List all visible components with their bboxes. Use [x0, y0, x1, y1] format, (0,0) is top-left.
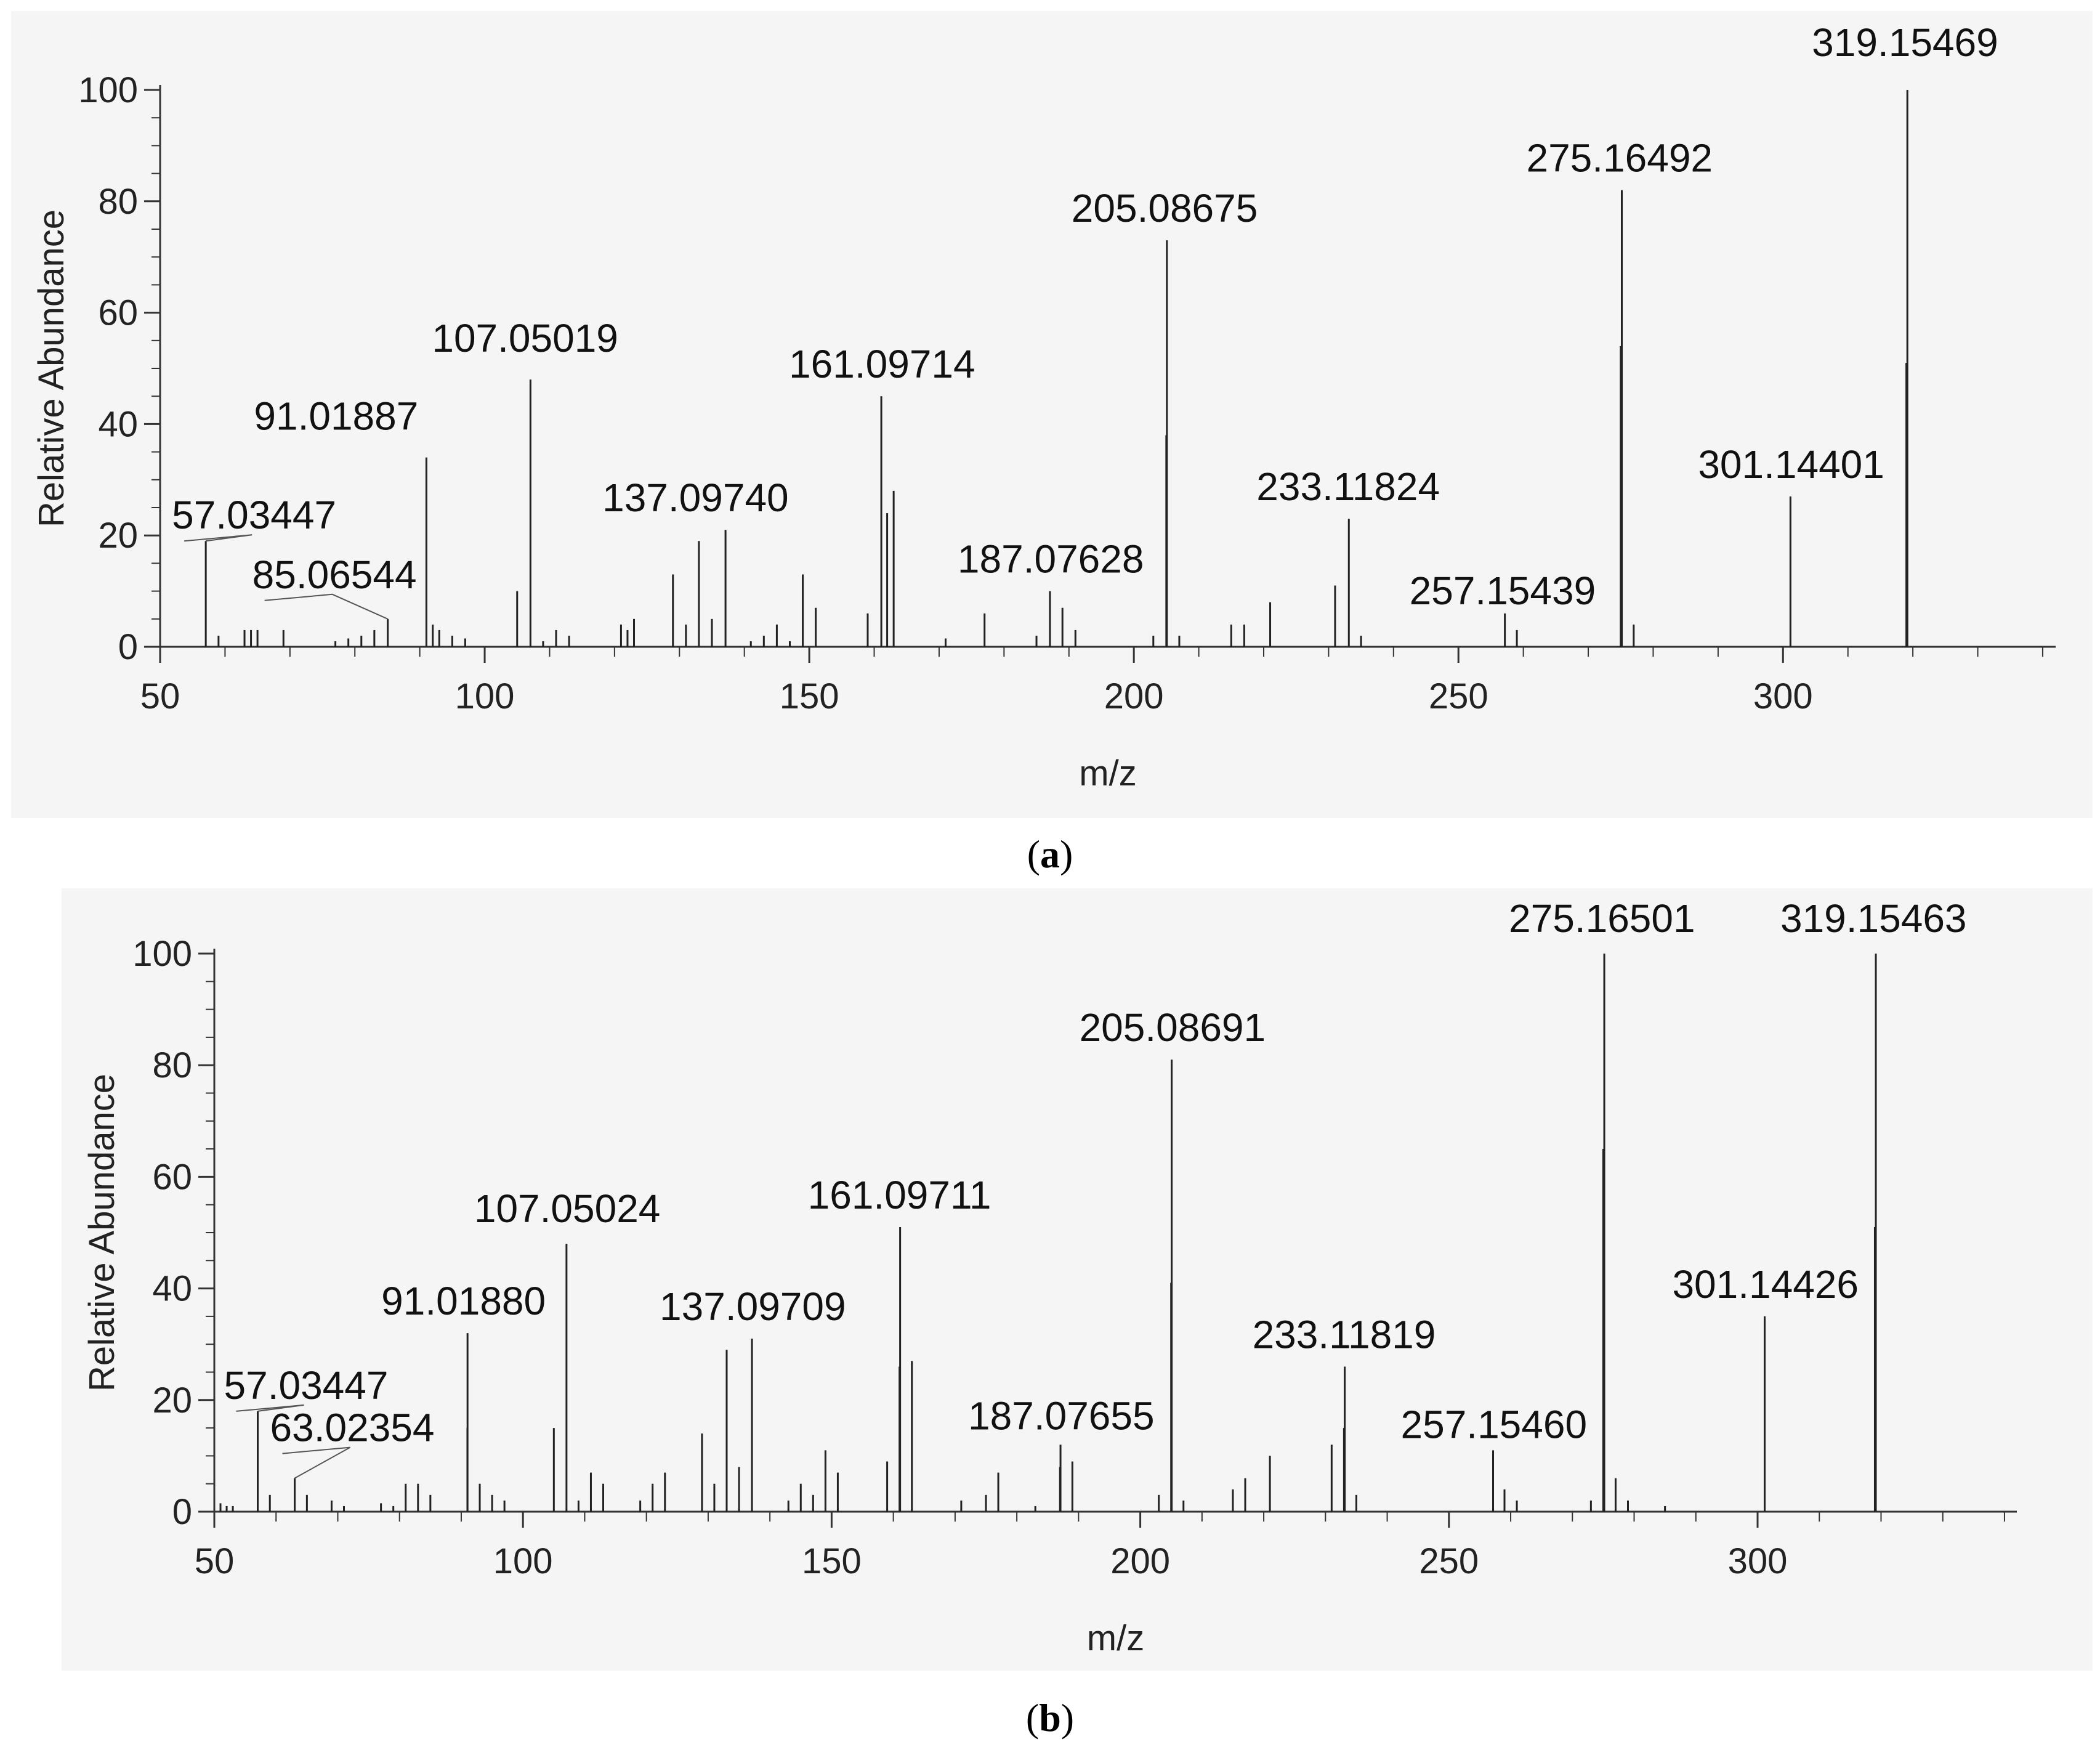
- peak-label: 57.03447: [224, 1363, 389, 1408]
- spectrum-chart-a: 0 20 40 60 80 100 50 100 150 200 250 300 m/z Relative…: [31, 20, 2056, 793]
- peak-label: 91.01880: [381, 1279, 546, 1323]
- panel-label-b: b: [1039, 1696, 1061, 1740]
- y-tick-label: 100: [132, 934, 192, 974]
- x-tick-label: 100: [455, 676, 515, 716]
- peak-label: 63.02354: [270, 1406, 435, 1450]
- peak-label: 107.05024: [474, 1186, 661, 1231]
- peak-leader-line: [236, 1404, 304, 1412]
- peak-label: 85.06544: [252, 553, 417, 597]
- y-tick-label: 80: [98, 182, 138, 222]
- panel-caption-b: (b): [1025, 1696, 1075, 1740]
- peak-label: 257.15439: [1410, 569, 1596, 613]
- x-tick-label: 200: [1110, 1541, 1170, 1581]
- peak-label: 319.15469: [1812, 20, 1998, 65]
- peak-leader-line: [282, 1446, 351, 1479]
- y-tick-label: 40: [152, 1269, 192, 1309]
- y-tick-label: 0: [172, 1492, 192, 1532]
- peak-label: 205.08691: [1080, 1005, 1266, 1050]
- peak-label: 137.09740: [602, 476, 789, 520]
- y-tick-label: 20: [98, 516, 138, 556]
- peak-label: 187.07628: [958, 537, 1144, 582]
- y-axis-label: Relative Abundance: [82, 1074, 122, 1392]
- x-axis-label: m/z: [1087, 1618, 1144, 1658]
- x-axis-label: m/z: [1079, 753, 1136, 793]
- x-tick-label: 100: [493, 1541, 553, 1581]
- peak-label: 319.15463: [1780, 896, 1967, 941]
- peak-label: 161.09711: [808, 1173, 991, 1217]
- y-tick-label: 60: [98, 293, 138, 333]
- peak-label: 257.15460: [1401, 1402, 1588, 1446]
- peak-label: 233.11824: [1256, 464, 1440, 509]
- panel-label-a: a: [1040, 832, 1060, 876]
- x-tick-label: 250: [1429, 676, 1488, 716]
- peak-label: 107.05019: [432, 316, 618, 360]
- peak-label: 137.09709: [660, 1284, 846, 1329]
- y-tick-label: 20: [152, 1380, 192, 1421]
- x-tick-label: 50: [140, 676, 180, 716]
- y-tick-label: 100: [78, 70, 138, 110]
- y-axis-label: Relative Abundance: [31, 209, 71, 527]
- panel-caption-a: (a): [1027, 832, 1073, 876]
- spectrum-chart-b: 0 20 40 60 80 100 50 100 150 200 250 300 m/z Relative…: [82, 896, 2017, 1658]
- x-tick-label: 150: [780, 676, 839, 716]
- peak-leader-line: [184, 534, 252, 542]
- y-tick-label: 60: [152, 1157, 192, 1197]
- y-tick-label: 0: [118, 627, 138, 667]
- peak-label: 161.09714: [789, 342, 975, 386]
- spectrum-panel-b: 0 20 40 60 80 100 50 100 150 200 250 300 m/z Relative…: [62, 888, 2093, 1671]
- x-tick-label: 300: [1753, 676, 1813, 716]
- x-tick-label: 150: [802, 1541, 862, 1581]
- peak-label: 275.16492: [1526, 136, 1713, 180]
- x-tick-label: 250: [1419, 1541, 1479, 1581]
- peak-label: 57.03447: [172, 493, 336, 537]
- x-tick-label: 50: [195, 1541, 235, 1581]
- x-tick-label: 300: [1728, 1541, 1788, 1581]
- peak-label: 187.07655: [968, 1393, 1155, 1438]
- spectrum-panel-a: 0 20 40 60 80 100 50 100 150 200 250 300 m/z Relative…: [11, 11, 2093, 818]
- x-tick-label: 200: [1104, 676, 1164, 716]
- peak-label: 275.16501: [1509, 896, 1695, 941]
- peak-label: 301.14426: [1672, 1262, 1859, 1307]
- y-tick-label: 80: [152, 1045, 192, 1085]
- y-tick-label: 40: [98, 404, 138, 444]
- peak-label: 205.08675: [1072, 186, 1258, 230]
- peak-leader-line: [264, 593, 389, 620]
- peak-label: 91.01887: [254, 394, 418, 439]
- peak-label: 301.14401: [1698, 442, 1884, 487]
- peak-label: 233.11819: [1253, 1312, 1436, 1356]
